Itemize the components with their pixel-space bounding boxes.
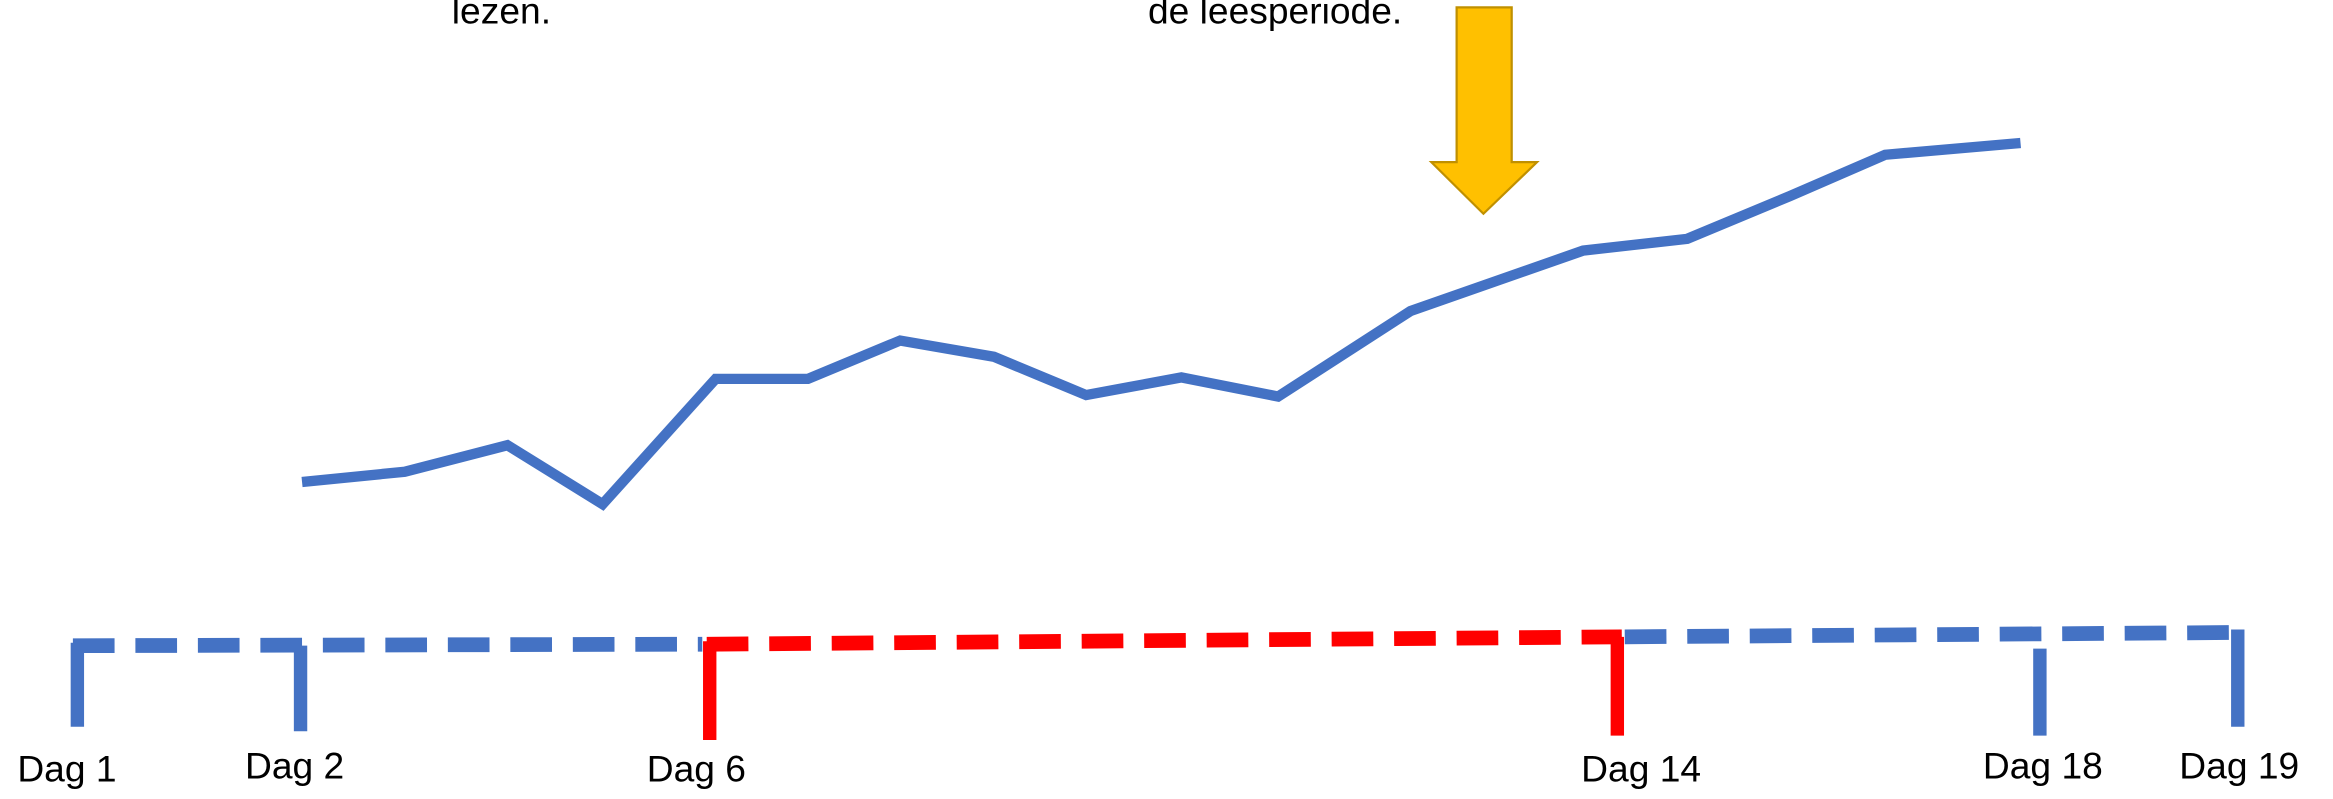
day-label: Dag 2 (245, 745, 344, 787)
timeline-segment (1624, 625, 2246, 645)
note-text: de leesperiode. (1148, 0, 1402, 32)
progress-line (301, 137, 2022, 511)
day-label: Dag 19 (2179, 745, 2299, 787)
arrow (1428, 6, 1540, 216)
reading-period-segment (706, 629, 1622, 652)
day-label: Dag 14 (1581, 747, 1701, 789)
day-label: Dag 1 (17, 747, 116, 789)
day-label: Dag 18 (1983, 745, 2103, 787)
day-label: Dag 6 (647, 747, 746, 789)
timeline-segment (72, 636, 703, 654)
note-text: lezen. (452, 0, 551, 32)
